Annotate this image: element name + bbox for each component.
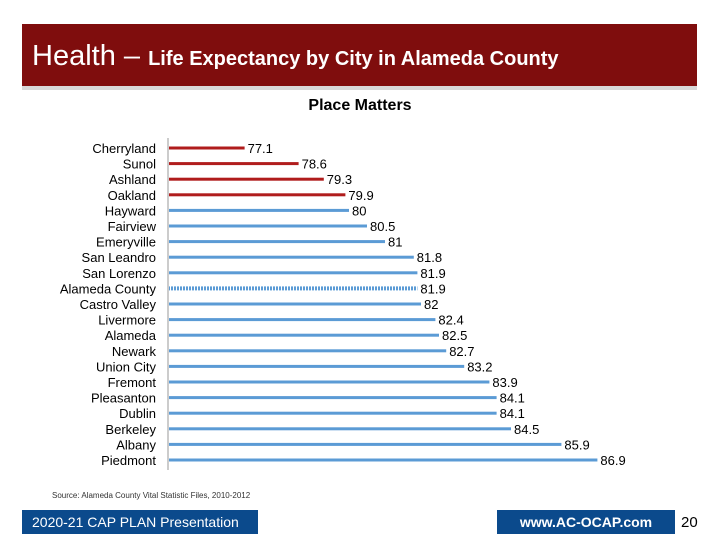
title-sub-text: Life Expectancy by City in Alameda Count… <box>148 48 559 70</box>
value-label: 77.1 <box>248 141 273 156</box>
category-label: Fairview <box>108 219 157 234</box>
bar <box>169 240 385 244</box>
category-label: Cherryland <box>92 141 156 156</box>
bar <box>169 271 418 275</box>
category-label: Hayward <box>105 203 156 218</box>
category-label: Castro Valley <box>80 297 157 312</box>
value-label: 79.3 <box>327 172 352 187</box>
value-label: 84.1 <box>500 406 525 421</box>
value-label: 79.9 <box>348 188 373 203</box>
bar <box>169 380 490 384</box>
footer-website-link[interactable]: www.AC-OCAP.com <box>497 510 675 534</box>
value-label: 78.6 <box>302 157 327 172</box>
category-label: Alameda <box>105 328 157 343</box>
category-label: San Leandro <box>82 250 156 265</box>
value-label: 81 <box>388 235 402 250</box>
category-label: Pleasanton <box>91 391 156 406</box>
category-label: Fremont <box>108 375 157 390</box>
value-label: 82.4 <box>438 313 463 328</box>
page-number: 20 <box>681 514 698 531</box>
bar <box>169 411 497 415</box>
value-label: 80.5 <box>370 219 395 234</box>
value-label: 83.9 <box>492 375 517 390</box>
bar <box>169 302 421 306</box>
value-label: 81.9 <box>420 266 445 281</box>
bar <box>169 364 465 368</box>
footer-presentation-label: 2020-21 CAP PLAN Presentation <box>22 510 258 534</box>
value-label: 82.5 <box>442 328 467 343</box>
bar <box>169 318 436 322</box>
bar <box>169 458 598 462</box>
source-note: Source: Alameda County Vital Statistic F… <box>52 491 251 500</box>
bar <box>169 208 349 212</box>
value-label: 82.7 <box>449 344 474 359</box>
bar <box>169 396 497 400</box>
value-label: 81.9 <box>420 281 445 296</box>
bar <box>169 255 414 259</box>
value-label: 86.9 <box>600 453 625 468</box>
category-label: Alameda County <box>60 281 157 296</box>
category-label: Berkeley <box>105 422 156 437</box>
bar <box>169 427 511 431</box>
bar <box>169 442 562 446</box>
bar <box>169 162 299 166</box>
category-label: Albany <box>116 437 156 452</box>
value-label: 80 <box>352 203 366 218</box>
slide-title-bar: Health – Life Expectancy by City in Alam… <box>22 24 697 90</box>
category-label: Emeryville <box>96 235 156 250</box>
value-label: 82 <box>424 297 438 312</box>
bar <box>169 286 418 291</box>
category-label: Dublin <box>119 406 156 421</box>
category-label: Sunol <box>123 157 156 172</box>
bar <box>169 349 447 353</box>
value-label: 83.2 <box>467 359 492 374</box>
category-label: Ashland <box>109 172 156 187</box>
value-label: 84.1 <box>500 391 525 406</box>
bar <box>169 146 245 150</box>
category-label: Livermore <box>98 313 156 328</box>
category-label: Newark <box>112 344 157 359</box>
bar <box>169 224 367 228</box>
bar <box>169 177 324 181</box>
life-expectancy-bar-chart: Cherryland 77.1 Sunol 78.6 Ashland 79.3 Oaklan… <box>60 138 626 470</box>
chart-title: Place Matters <box>308 97 412 114</box>
value-label: 84.5 <box>514 422 539 437</box>
category-label: Piedmont <box>101 453 156 468</box>
bar <box>169 193 346 197</box>
value-label: 85.9 <box>564 437 589 452</box>
category-label: Oakland <box>108 188 156 203</box>
title-main-text: Health – <box>32 40 149 72</box>
category-label: Union City <box>96 359 156 374</box>
category-label: San Lorenzo <box>82 266 156 281</box>
bar <box>169 333 439 337</box>
slide-title: Health – Life Expectancy by City in Alam… <box>32 40 559 73</box>
value-label: 81.8 <box>417 250 442 265</box>
